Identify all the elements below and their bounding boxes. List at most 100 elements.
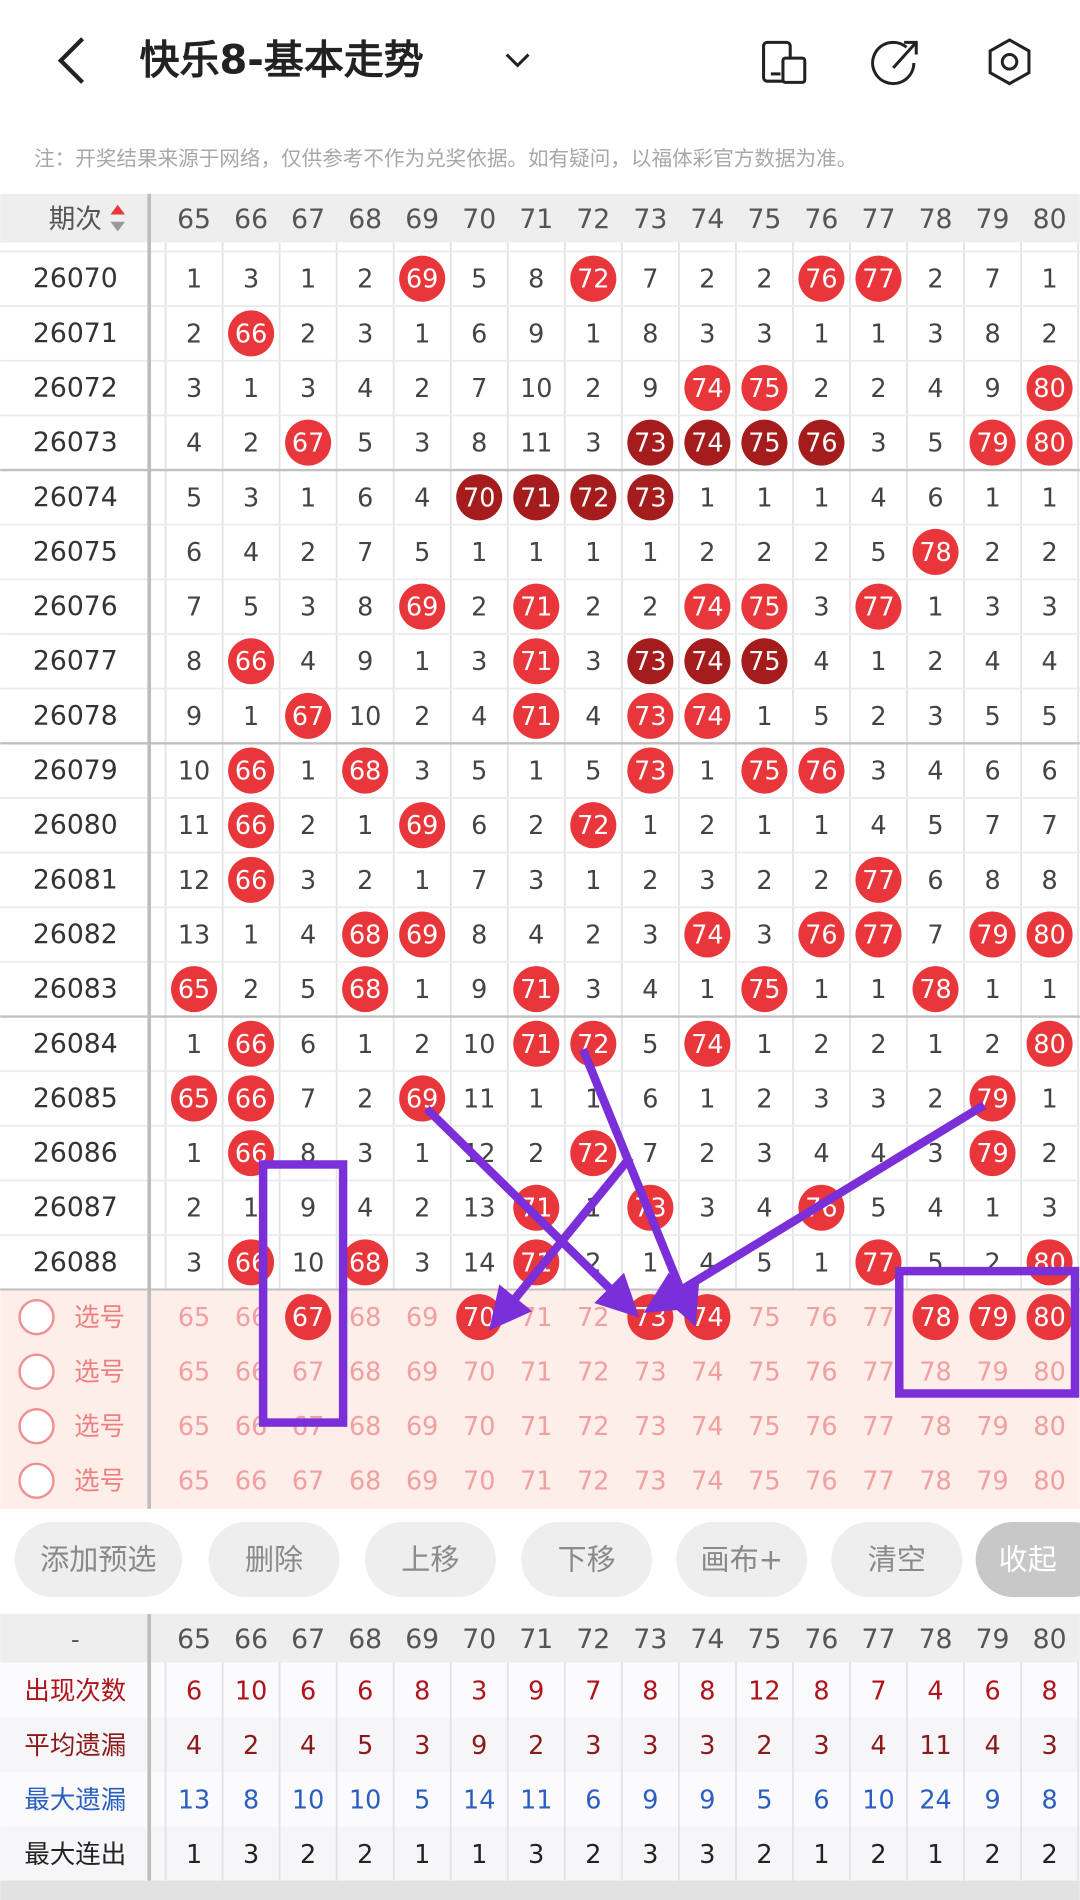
pick-number[interactable]: 78: [919, 1466, 951, 1496]
pick-number[interactable]: 79: [976, 1357, 1008, 1387]
pick-number[interactable]: 80: [1033, 1466, 1065, 1496]
pick-number[interactable]: 76: [805, 1357, 837, 1387]
pick-number[interactable]: 80: [1033, 1357, 1065, 1387]
pick-number[interactable]: 65: [178, 1411, 210, 1441]
pick-number[interactable]: 73: [634, 1466, 666, 1496]
selected-ball[interactable]: [285, 1294, 332, 1341]
pick-number[interactable]: 68: [349, 1466, 381, 1496]
toolbar-button[interactable]: [364, 1521, 496, 1598]
pick-number[interactable]: 71: [520, 1302, 552, 1332]
pick-number[interactable]: 66: [235, 1466, 267, 1496]
select-radio[interactable]: [18, 1298, 55, 1336]
select-radio[interactable]: [18, 1408, 55, 1445]
selected-number[interactable]: 70: [463, 1302, 495, 1332]
picker-label: 选号: [74, 1466, 125, 1496]
pick-number[interactable]: 70: [463, 1357, 495, 1387]
pick-number[interactable]: 77: [862, 1357, 894, 1387]
toolbar-button[interactable]: [521, 1521, 653, 1598]
button-label[interactable]: 下移: [558, 1543, 616, 1577]
button-label[interactable]: 清空: [868, 1543, 926, 1577]
pick-number[interactable]: 75: [748, 1302, 780, 1332]
pick-number[interactable]: 77: [862, 1302, 894, 1332]
pick-number[interactable]: 67: [292, 1466, 324, 1496]
button-label[interactable]: 添加预选: [40, 1543, 156, 1577]
pick-number[interactable]: 71: [520, 1466, 552, 1496]
pick-number[interactable]: 74: [691, 1357, 723, 1387]
pick-number[interactable]: 75: [748, 1466, 780, 1496]
draw-ball: [513, 1020, 560, 1067]
selected-ball[interactable]: [969, 1294, 1016, 1341]
pick-number[interactable]: 72: [577, 1302, 609, 1332]
selected-number[interactable]: 78: [919, 1302, 951, 1332]
pick-number[interactable]: 67: [292, 1357, 324, 1387]
column-header: 79: [976, 1624, 1010, 1655]
settings-icon[interactable]: [988, 38, 1031, 86]
toolbar-button[interactable]: [14, 1521, 182, 1598]
pick-number[interactable]: 75: [748, 1357, 780, 1387]
selected-ball[interactable]: [1026, 1294, 1073, 1341]
pick-number[interactable]: 74: [691, 1411, 723, 1441]
selected-number[interactable]: 67: [292, 1302, 324, 1332]
pick-number[interactable]: 68: [349, 1357, 381, 1387]
pick-number[interactable]: 72: [577, 1466, 609, 1496]
pick-number[interactable]: 77: [862, 1411, 894, 1441]
pick-number[interactable]: 72: [577, 1357, 609, 1387]
selected-ball[interactable]: [912, 1294, 959, 1341]
pick-number[interactable]: 73: [634, 1357, 666, 1387]
column-header: 68: [348, 1624, 382, 1655]
draw-ball: [228, 1020, 275, 1067]
miss-count: 1: [927, 1029, 943, 1059]
back-button[interactable]: [57, 37, 85, 84]
pick-number[interactable]: 79: [976, 1466, 1008, 1496]
pick-number[interactable]: 78: [919, 1357, 951, 1387]
pick-number[interactable]: 71: [520, 1411, 552, 1441]
pick-number[interactable]: 78: [919, 1411, 951, 1441]
pick-number[interactable]: 69: [406, 1357, 438, 1387]
toolbar-button[interactable]: [208, 1521, 340, 1598]
miss-count: 2: [927, 646, 943, 676]
selected-number[interactable]: 80: [1033, 1302, 1065, 1332]
toolbar-button[interactable]: [676, 1521, 808, 1598]
title-dropdown[interactable]: [505, 53, 530, 68]
toolbar-button[interactable]: [975, 1521, 1080, 1598]
pick-number[interactable]: 73: [634, 1411, 666, 1441]
pick-number[interactable]: 65: [178, 1357, 210, 1387]
draw-ball: [855, 583, 902, 630]
share-icon[interactable]: [871, 40, 918, 86]
pick-number[interactable]: 70: [463, 1411, 495, 1441]
pick-number[interactable]: 80: [1033, 1411, 1065, 1441]
select-radio[interactable]: [18, 1353, 55, 1390]
pick-number[interactable]: 79: [976, 1411, 1008, 1441]
pick-number[interactable]: 69: [406, 1466, 438, 1496]
pick-number[interactable]: 74: [691, 1466, 723, 1496]
pick-number[interactable]: 70: [463, 1466, 495, 1496]
pick-number[interactable]: 65: [178, 1302, 210, 1332]
draw-ball: [570, 255, 617, 302]
column-header: 77: [862, 1624, 896, 1655]
pick-number[interactable]: 68: [349, 1302, 381, 1332]
pick-number[interactable]: 76: [805, 1411, 837, 1441]
pick-number[interactable]: 65: [178, 1466, 210, 1496]
select-radio[interactable]: [18, 1462, 55, 1499]
pick-number[interactable]: 75: [748, 1411, 780, 1441]
toolbar-button[interactable]: [831, 1521, 963, 1598]
button-label[interactable]: 删除: [245, 1543, 303, 1577]
button-label[interactable]: 画布+: [700, 1543, 783, 1577]
pick-number[interactable]: 76: [805, 1302, 837, 1332]
selected-number[interactable]: 79: [976, 1302, 1008, 1332]
pick-number[interactable]: 68: [349, 1411, 381, 1441]
button-label[interactable]: 上移: [401, 1543, 459, 1577]
button-label[interactable]: 收起: [999, 1543, 1057, 1577]
pick-number[interactable]: 69: [406, 1302, 438, 1332]
miss-count: 3: [528, 865, 544, 895]
column-header: 70: [462, 204, 496, 235]
miss-count: 7: [1042, 810, 1058, 840]
pick-number[interactable]: 77: [862, 1466, 894, 1496]
device-icon[interactable]: [762, 40, 807, 84]
miss-count: 2: [813, 865, 829, 895]
pick-number[interactable]: 72: [577, 1411, 609, 1441]
pick-number[interactable]: 71: [520, 1357, 552, 1387]
pick-number[interactable]: 69: [406, 1411, 438, 1441]
pick-number[interactable]: 76: [805, 1466, 837, 1496]
selected-number[interactable]: 74: [691, 1302, 723, 1332]
